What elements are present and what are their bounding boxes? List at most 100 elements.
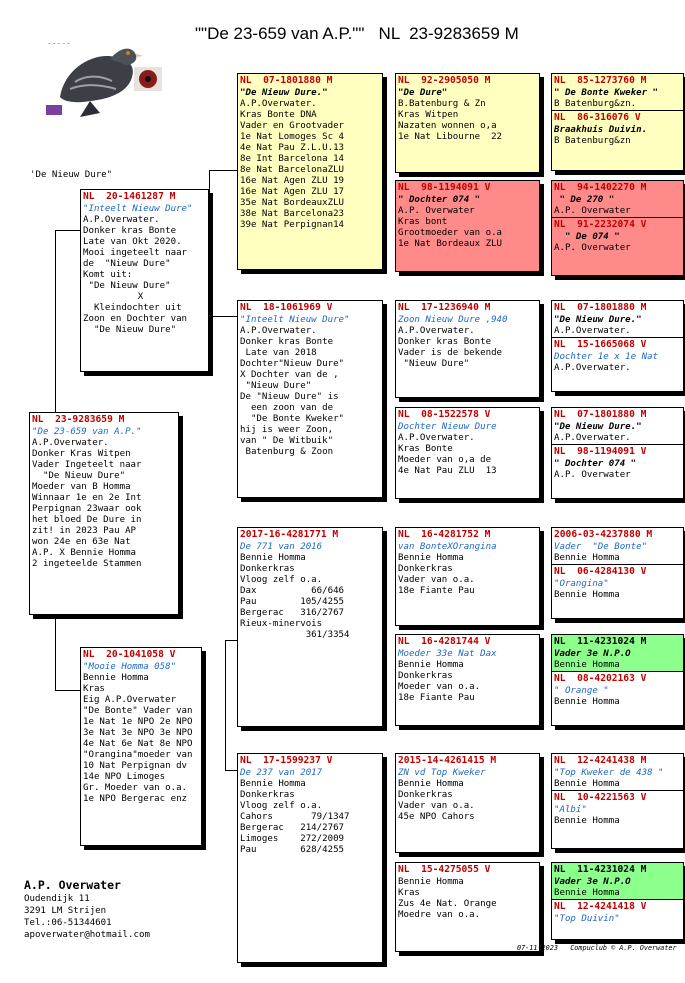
- detail-line: "Orangina"moeder van: [83, 750, 193, 760]
- pigeon-name: Vader "De Bonte": [554, 542, 648, 552]
- detail-line: de "Nieuw Dure": [83, 259, 171, 269]
- pigeon-card-mmm: NL 15-4275055 V Bennie Homma Kras Zus 4e…: [395, 862, 540, 952]
- connector-line: [55, 615, 56, 690]
- detail-line: B.Batenburg & Zn: [398, 99, 486, 109]
- svg-text:~ ~ ~ ~ ~: ~ ~ ~ ~ ~: [48, 41, 70, 46]
- ring-number: NL 11-4231024 M: [554, 636, 647, 647]
- detail-line: Gr. Moeder van o.a.: [83, 783, 188, 793]
- pigeon-name: De 771 van 2016: [240, 542, 323, 552]
- detail-line: "De Bonte Kweker": [240, 414, 345, 424]
- connector-line: [225, 770, 237, 771]
- detail-line: X: [83, 292, 144, 302]
- pigeon-card-fmm: NL 08-1522578 V Dochter Nieuw Dure A.P.O…: [395, 407, 540, 499]
- detail-line: Bennie Homma: [240, 553, 306, 563]
- pigeon-card-ffm: NL 98-1194091 V " Dochter 074 " A.P. Ove…: [395, 180, 540, 272]
- pigeon-name: " Orange ": [554, 686, 609, 696]
- detail-line: 1e NPO Bergerac enz: [83, 794, 188, 804]
- detail-line: Batenburg & Zoon: [240, 447, 334, 457]
- pigeon-card-fmf: NL 17-1236940 M Zoon Nieuw Dure ,940 A.P…: [395, 300, 540, 398]
- detail-line: Bennie Homma: [240, 779, 306, 789]
- detail-line: 4e Nat Pau ZLU 13: [398, 466, 497, 476]
- detail-line: Pau 628/4255: [240, 845, 345, 855]
- pigeon-name: "De Nieuw Dure.": [554, 422, 642, 432]
- detail-line: zit! in 2023 Pau AP: [32, 526, 137, 536]
- detail-line: Moeder van B Homma: [32, 482, 131, 492]
- detail-line: 4e Nat 6e Nat 8e NPO: [83, 739, 193, 749]
- owner-city: 3291 LM Strijen: [24, 906, 107, 916]
- detail-line: Bennie Homma: [398, 660, 464, 670]
- pigeon-card-pair-4: NL 07-1801880 M "De Nieuw Dure." A.P.Ove…: [551, 407, 684, 499]
- ring-number: NL 11-4231024 M: [554, 864, 647, 875]
- detail-line: "De Bonte" Vader van: [83, 706, 193, 716]
- pigeon-name: "Orangina": [554, 579, 609, 589]
- detail-line: 10 Nat Perpignan dv: [83, 761, 188, 771]
- detail-line: "De Nieuw Dure": [83, 281, 171, 291]
- detail-line: 1e Nat Bordeaux ZLU: [398, 239, 503, 249]
- detail-line: van " De Witbuik": [240, 436, 334, 446]
- pigeon-name: "De Dure": [398, 88, 448, 98]
- ring-number: NL 06-4284130 V: [552, 564, 683, 579]
- detail-line: won 24e en 63e Nat: [32, 537, 131, 547]
- pigeon-name: Moeder 33e Nat Dax: [398, 649, 497, 659]
- detail-line: A.P. X Bennie Homma: [32, 548, 137, 558]
- detail-line: A.P.Overwater.: [398, 433, 475, 443]
- detail-line: A.P. Overwater: [554, 470, 631, 480]
- pigeon-name: "De Nieuw Dure.": [554, 315, 642, 325]
- pigeon-card-mfm: NL 16-4281744 V Moeder 33e Nat Dax Benni…: [395, 634, 540, 726]
- detail-line: Kras Bonte: [398, 444, 453, 454]
- pigeon-card-fff: NL 92-2905050 M "De Dure" B.Batenburg & …: [395, 73, 540, 173]
- connector-line: [209, 170, 210, 316]
- connector-line: [55, 230, 80, 231]
- detail-line: 16e Nat Agen ZLU 19: [240, 176, 345, 186]
- sire-label: 'De Nieuw Dure": [30, 170, 113, 180]
- connector-line: [55, 230, 56, 412]
- pigeon-name: "Top Kweker de 438 ": [554, 768, 664, 778]
- ring-number: NL 86-316076 V: [552, 110, 683, 125]
- ring-number: NL 91-2232074 V: [552, 217, 683, 232]
- ring-number: NL 07-1801880 M: [240, 75, 333, 86]
- detail-line: Kras Witpen: [398, 110, 459, 120]
- detail-line: 1e Nat Lomoges Sc 4: [240, 132, 345, 142]
- pigeon-name: " Dochter 074 ": [554, 459, 637, 469]
- ring-number: NL 17-1599237 V: [240, 755, 333, 766]
- detail-line: "De Nieuw Dure": [32, 471, 126, 481]
- pigeon-name: Dochter 1e x 1e Nat: [554, 352, 659, 362]
- detail-line: A.P.Overwater.: [32, 438, 109, 448]
- owner-email[interactable]: apoverwater@hotmail.com: [24, 930, 150, 940]
- ring-number: NL 12-4241418 V: [552, 899, 683, 914]
- ring-number: NL 92-2905050 M: [398, 75, 491, 86]
- pigeon-card-father: NL 20-1461287 M "Inteelt Nieuw Dure" A.P…: [80, 189, 209, 372]
- detail-line: A.P. Overwater: [398, 206, 475, 216]
- detail-line: 361/3354: [240, 630, 350, 640]
- pigeon-name: Vader 3e N.P.O: [554, 649, 631, 659]
- detail-line: Bergerac 214/2767: [240, 823, 345, 833]
- detail-line: Donkerkras: [240, 790, 295, 800]
- pigeon-name: Zoon Nieuw Dure ,940: [398, 315, 508, 325]
- pigeon-card-pair-8: NL 11-4231024 M Vader 3e N.P.O Bennie Ho…: [551, 862, 684, 940]
- detail-line: Moeder van o.a.: [398, 682, 481, 692]
- detail-line: De "Nieuw Dure" is: [240, 392, 339, 402]
- pigeon-name: " De 074 ": [554, 232, 620, 242]
- detail-line: hij is weer Zoon,: [240, 425, 334, 435]
- pigeon-card-mother: NL 20-1041058 V "Mooie Homma 058" Bennie…: [80, 647, 202, 846]
- detail-line: Bennie Homma: [554, 553, 620, 563]
- detail-line: Rieux-minervois: [240, 619, 323, 629]
- detail-line: Donkerkras: [398, 564, 453, 574]
- detail-line: Moeder van o,a de: [398, 455, 492, 465]
- detail-line: Late van 2018: [240, 348, 317, 358]
- pigeon-card-pair-6: NL 11-4231024 M Vader 3e N.P.O Bennie Ho…: [551, 634, 684, 726]
- ring-number: NL 98-1194091 V: [552, 444, 683, 459]
- detail-line: Donker Kras Witpen: [32, 449, 131, 459]
- detail-line: 4e Nat Pau Z.L.U.13: [240, 143, 345, 153]
- detail-line: Bennie Homma: [554, 816, 620, 826]
- ring-number: NL 20-1041058 V: [83, 649, 176, 660]
- detail-line: A.P.Overwater.: [554, 363, 631, 373]
- detail-line: A.P.Overwater.: [398, 326, 475, 336]
- detail-line: A.P.Overwater.: [554, 433, 631, 443]
- owner-name: A.P. Overwater: [24, 878, 121, 892]
- detail-line: Bennie Homma: [398, 779, 464, 789]
- ring-number: NL 17-1236940 M: [398, 302, 491, 313]
- detail-line: Cahors 79/1347: [240, 812, 350, 822]
- detail-line: B Batenburg&zn.: [554, 99, 637, 109]
- detail-line: 14e NPO Limoges: [83, 772, 166, 782]
